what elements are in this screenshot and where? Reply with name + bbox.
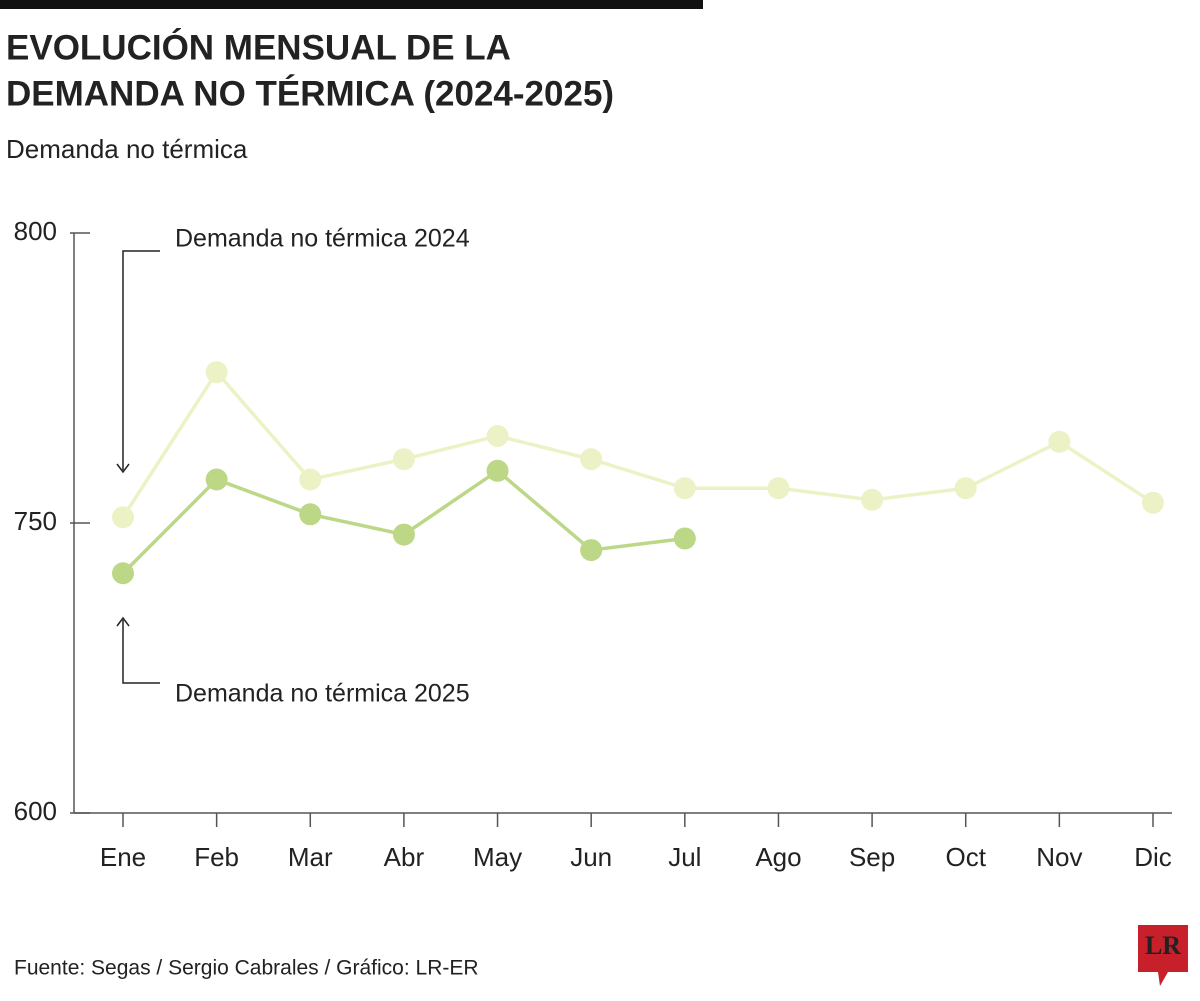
annotation-arrow (116, 250, 160, 474)
series-annotation: Demanda no térmica 2025 (175, 680, 470, 708)
x-tick-label: Sep (849, 842, 895, 872)
logo: LR (1145, 931, 1181, 960)
series-line (121, 468, 686, 575)
data-point (580, 539, 603, 562)
chart-subtitle: Demanda no térmica (6, 134, 248, 164)
x-tick-label: Dic (1134, 842, 1172, 872)
data-point (580, 448, 603, 471)
y-tick-label: 750 (14, 506, 57, 536)
data-point (673, 477, 696, 500)
logo-badge (1138, 925, 1188, 986)
data-point (205, 361, 228, 384)
data-point (392, 448, 415, 471)
x-tick-label: Jun (570, 842, 612, 872)
series-line (121, 369, 1154, 519)
series-annotation: Demanda no térmica 2024 (175, 225, 470, 253)
data-point (299, 468, 322, 491)
data-point (112, 562, 134, 585)
top-bar (0, 0, 703, 9)
data-point (299, 503, 322, 526)
x-tick-label: Abr (384, 842, 425, 872)
data-point (486, 459, 509, 482)
data-point (861, 488, 884, 511)
x-tick-label: Ene (100, 842, 146, 872)
chart-title: DEMANDA NO TÉRMICA (2024-2025) (6, 73, 614, 113)
data-point (205, 468, 228, 491)
source: Fuente: Segas / Sergio Cabrales / Gráfic… (14, 957, 479, 980)
y-tick-label: 800 (14, 216, 57, 246)
y-tick-label: 600 (14, 796, 57, 826)
data-point (1142, 491, 1164, 514)
x-tick-label: May (473, 842, 522, 872)
x-tick-label: Ago (755, 842, 801, 872)
data-point (1048, 430, 1071, 453)
data-point (767, 477, 790, 500)
annotation-arrow (116, 616, 160, 684)
x-tick-label: Jul (668, 842, 701, 872)
data-point (673, 527, 696, 550)
chart-title: EVOLUCIÓN MENSUAL DE LA (6, 27, 511, 67)
data-point (112, 506, 134, 529)
data-point (954, 477, 977, 500)
x-tick-label: Nov (1036, 842, 1082, 872)
data-point (392, 523, 415, 546)
x-tick-label: Feb (194, 842, 239, 872)
x-tick-label: Oct (946, 842, 987, 872)
x-tick-label: Mar (288, 842, 333, 872)
data-point (486, 425, 509, 447)
